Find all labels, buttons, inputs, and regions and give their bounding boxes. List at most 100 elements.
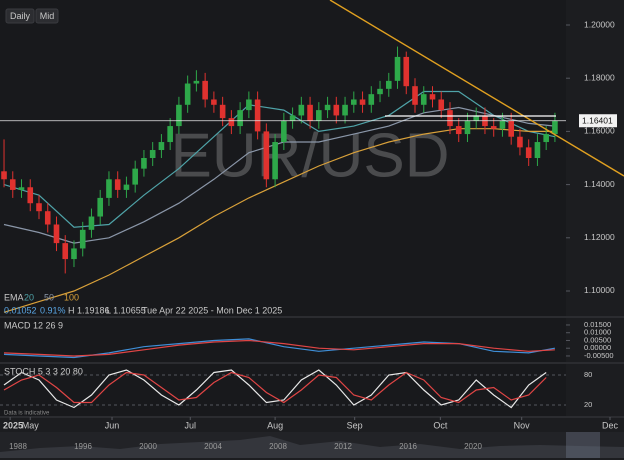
candle-body (237, 110, 243, 127)
candle-body (9, 179, 16, 190)
candle-body (27, 187, 34, 204)
candle-body (403, 56, 410, 87)
candle-body (394, 56, 401, 81)
candle-body (552, 120, 558, 135)
candle-body (123, 184, 130, 190)
candle-body (473, 115, 480, 121)
toolbar-button[interactable] (35, 8, 59, 24)
candle-body (455, 126, 462, 135)
navigator-area (0, 436, 624, 458)
x-tick-label: Aug (267, 420, 283, 430)
candle-body (534, 142, 541, 158)
price-label: 1.16401 (582, 115, 613, 125)
navigator-year: 2020 (464, 442, 482, 451)
toolbar-button-label[interactable]: Daily (10, 11, 31, 21)
candle-body (420, 94, 427, 105)
y-tick-label: 0.01500 (584, 320, 611, 329)
candle-body (158, 142, 165, 151)
y-tick-label: 1.14000 (584, 179, 615, 189)
y-tick-label: 0.00000 (584, 343, 611, 352)
legend-entry: 20 (24, 292, 34, 302)
candle-body (79, 229, 86, 249)
candle-body (281, 120, 287, 143)
candle-body (202, 80, 208, 100)
trendline (329, 0, 624, 177)
navigator-year: 2000 (139, 442, 157, 451)
navigator-year: 2012 (334, 442, 352, 451)
candle-body (412, 86, 418, 105)
candle-body (167, 126, 173, 143)
candle-body (141, 158, 147, 169)
x-tick-label: Jun (105, 420, 120, 430)
candle-body (114, 179, 121, 190)
navigator-year: 2016 (399, 442, 417, 451)
candle-body (359, 99, 366, 105)
candle-body (543, 134, 549, 143)
panel-title: STOCH 5 3 3 20 80 (4, 366, 83, 376)
candle-body (525, 147, 532, 158)
y-tick-label: 80 (584, 370, 592, 379)
navigator-year: 2004 (204, 442, 222, 451)
candle-body (18, 187, 25, 190)
candle-body (211, 99, 217, 105)
y-tick-label: -0.00500 (584, 351, 614, 360)
navigator-year: 2008 (269, 442, 287, 451)
candle-body (333, 104, 340, 116)
navigator-year: 1988 (9, 442, 27, 451)
info-change-pct: 0.91% (40, 305, 66, 315)
candle-body (324, 104, 331, 111)
candle-body (377, 88, 383, 95)
indicator-line (3, 90, 556, 228)
toolbar-button-label[interactable]: Mid (40, 11, 55, 21)
candle-body (71, 248, 77, 260)
info-high: H 1.19186 (68, 305, 110, 315)
info-change: 0.01052 (4, 305, 37, 315)
stoch-panel (0, 364, 566, 416)
x-tick-label: 2025 (3, 420, 23, 430)
candle-body (464, 120, 471, 135)
candle-body (254, 99, 261, 132)
info-range: Tue Apr 22 2025 - Mon Dec 1 2025 (142, 305, 282, 315)
candle-body (350, 99, 357, 105)
price-panel (0, 0, 566, 316)
candle-body (62, 243, 69, 260)
legend-entry: 50 (44, 292, 54, 302)
candle-body (263, 131, 270, 180)
y-tick-label: 1.20000 (584, 19, 615, 29)
toolbar-button[interactable] (5, 8, 35, 24)
candle-body (342, 104, 348, 116)
y-tick-label: 0.00500 (584, 335, 611, 344)
candle-body (193, 80, 200, 84)
candle-body (176, 104, 182, 127)
panel-title: MACD 12 26 9 (4, 320, 63, 330)
y-tick-label: 1.16000 (584, 126, 615, 136)
candle-body (316, 110, 322, 121)
candle-body (36, 203, 42, 212)
y-tick-label: 0.01000 (584, 328, 611, 337)
candle-body (385, 80, 392, 89)
indicator-line (3, 339, 555, 357)
candle-body (447, 110, 453, 127)
indicator-line (3, 371, 547, 404)
x-tick-label: May (22, 420, 40, 430)
candle-body (517, 136, 523, 148)
candle-body (106, 179, 112, 198)
candle-body (219, 104, 226, 119)
watermark: EUR/USD (170, 121, 449, 190)
candle-body (184, 83, 191, 105)
candle-body (429, 94, 436, 100)
indicator-line (3, 369, 547, 409)
y-tick-label: 1.10000 (584, 285, 615, 295)
candle-body (246, 99, 252, 111)
candle-body (228, 118, 235, 127)
x-tick-label: Nov (514, 420, 531, 430)
candle-body (499, 120, 506, 129)
note: Data is indicative (4, 411, 50, 417)
legend-entry: 100 (64, 292, 79, 302)
navigator-window[interactable] (566, 432, 600, 458)
candle-body (132, 168, 138, 185)
candle-body (53, 224, 60, 244)
candle-body (149, 150, 156, 158)
